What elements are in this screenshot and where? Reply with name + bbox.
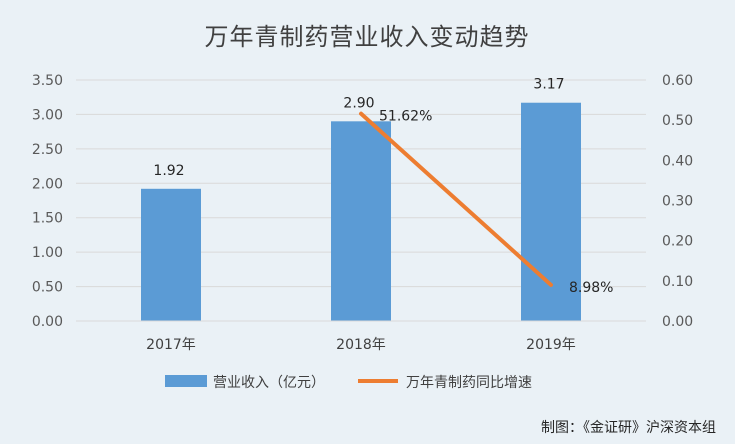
bar-series: 1.92 2.90 3.17 [141, 77, 581, 321]
right-tick-label: 0.50 [662, 113, 693, 129]
source-credit: 制图：《金证研》沪深资本组 [541, 420, 716, 436]
left-tick-label: 0.50 [32, 280, 63, 296]
growth-line [359, 111, 553, 287]
bar-value-label: 2.90 [343, 95, 374, 111]
right-tick-label: 0.40 [662, 153, 693, 169]
bar [331, 121, 391, 321]
line-series: 51.62% 8.98% [359, 109, 613, 296]
right-tick-label: 0.20 [662, 234, 693, 250]
right-tick-label: 0.30 [662, 194, 693, 210]
x-tick-label: 2017年 [146, 337, 196, 353]
left-tick-label: 2.00 [32, 176, 63, 192]
left-tick-label: 1.50 [32, 211, 63, 227]
bar-value-label: 3.17 [533, 77, 564, 93]
bar [141, 188, 201, 321]
right-tick-label: 0.60 [662, 73, 693, 89]
line-value-label: 8.98% [569, 280, 613, 296]
legend-bar-swatch [165, 375, 207, 387]
right-tick-label: 0.10 [662, 274, 693, 290]
right-y-axis: 0.00 0.10 0.20 0.30 0.40 0.50 0.60 [662, 73, 693, 330]
x-tick-label: 2018年 [336, 337, 386, 353]
left-tick-label: 3.00 [32, 107, 63, 123]
x-tick-label: 2019年 [526, 337, 576, 353]
left-tick-label: 3.50 [32, 73, 63, 89]
right-tick-label: 0.00 [662, 314, 693, 330]
legend-bar-label: 营业收入（亿元） [213, 375, 325, 391]
legend-line-label: 万年青制药同比增速 [406, 375, 532, 391]
chart-title: 万年青制药营业收入变动趋势 [205, 23, 530, 51]
left-y-axis: 0.00 0.50 1.00 1.50 2.00 2.50 3.00 3.50 [32, 73, 63, 330]
left-tick-label: 0.00 [32, 314, 63, 330]
bar-value-label: 1.92 [153, 163, 184, 179]
x-axis: 2017年 2018年 2019年 [76, 320, 646, 353]
left-tick-label: 1.00 [32, 245, 63, 261]
left-tick-label: 2.50 [32, 142, 63, 158]
legend: 营业收入（亿元） 万年青制药同比增速 [165, 375, 532, 391]
line-value-label: 51.62% [379, 109, 432, 125]
